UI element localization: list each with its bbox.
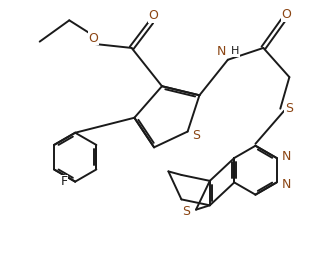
Text: F: F xyxy=(60,175,68,188)
Text: O: O xyxy=(281,8,291,21)
Text: N: N xyxy=(282,150,291,163)
Text: O: O xyxy=(148,9,158,22)
Text: S: S xyxy=(192,129,200,142)
Text: O: O xyxy=(88,32,98,44)
Text: S: S xyxy=(182,205,190,218)
Text: S: S xyxy=(285,102,293,115)
Text: N: N xyxy=(217,45,227,58)
Text: N: N xyxy=(282,178,291,191)
Text: H: H xyxy=(231,46,239,56)
